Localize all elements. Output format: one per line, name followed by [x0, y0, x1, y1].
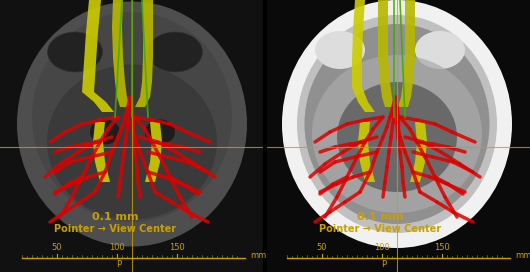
Text: 50: 50 [52, 243, 62, 252]
Polygon shape [145, 122, 162, 182]
Text: P: P [382, 260, 386, 269]
Polygon shape [112, 0, 130, 107]
Ellipse shape [315, 31, 365, 69]
Ellipse shape [337, 82, 457, 192]
Text: mm: mm [250, 251, 266, 259]
Ellipse shape [312, 55, 482, 213]
Polygon shape [93, 122, 110, 182]
Polygon shape [358, 122, 375, 182]
Polygon shape [82, 0, 114, 112]
Ellipse shape [282, 0, 512, 248]
Text: P: P [117, 260, 121, 269]
Ellipse shape [47, 64, 217, 220]
Text: 50: 50 [317, 243, 327, 252]
Text: Pointer → View Center: Pointer → View Center [54, 224, 176, 234]
Bar [0, 0, 265, 272]
Text: 0.1 mm: 0.1 mm [92, 212, 138, 222]
Text: 100: 100 [374, 243, 390, 252]
Ellipse shape [32, 12, 232, 222]
Text: 150: 150 [434, 243, 450, 252]
Text: mm: mm [515, 251, 530, 259]
Polygon shape [352, 0, 375, 112]
Ellipse shape [90, 119, 120, 144]
Polygon shape [410, 122, 427, 182]
Ellipse shape [145, 119, 175, 144]
Polygon shape [135, 0, 153, 107]
Ellipse shape [415, 31, 465, 69]
Ellipse shape [17, 2, 247, 246]
Ellipse shape [48, 32, 102, 72]
Ellipse shape [305, 24, 490, 224]
Ellipse shape [147, 32, 202, 72]
Polygon shape [398, 0, 415, 107]
Text: Pointer → View Center: Pointer → View Center [319, 224, 441, 234]
Text: 0.1 mm: 0.1 mm [357, 212, 403, 222]
Bar [265, 0, 530, 272]
Text: 150: 150 [169, 243, 185, 252]
Text: 100: 100 [109, 243, 125, 252]
Polygon shape [378, 0, 395, 107]
Ellipse shape [297, 15, 497, 233]
